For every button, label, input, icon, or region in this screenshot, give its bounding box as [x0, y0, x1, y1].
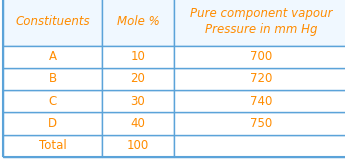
- Bar: [174, 0, 345, 46]
- Bar: [3, 112, 102, 135]
- Text: B: B: [49, 72, 57, 85]
- Bar: [174, 90, 345, 112]
- Bar: [3, 90, 102, 112]
- Text: 740: 740: [250, 95, 273, 108]
- Text: 10: 10: [130, 50, 146, 63]
- Text: D: D: [48, 117, 57, 130]
- Bar: [102, 46, 174, 68]
- Text: 40: 40: [130, 117, 146, 130]
- Bar: [174, 112, 345, 135]
- Text: 30: 30: [131, 95, 145, 108]
- Text: 720: 720: [250, 72, 273, 85]
- Text: 700: 700: [250, 50, 273, 63]
- Bar: [102, 112, 174, 135]
- Bar: [3, 46, 102, 68]
- Text: A: A: [49, 50, 57, 63]
- Text: 100: 100: [127, 139, 149, 152]
- Bar: [3, 135, 102, 157]
- Text: Constituents: Constituents: [15, 15, 90, 28]
- Text: Total: Total: [39, 139, 67, 152]
- Bar: [174, 68, 345, 90]
- Bar: [174, 135, 345, 157]
- Bar: [102, 90, 174, 112]
- Text: 750: 750: [250, 117, 273, 130]
- Text: 20: 20: [130, 72, 146, 85]
- Bar: [102, 68, 174, 90]
- Text: Mole %: Mole %: [117, 15, 159, 28]
- Bar: [3, 68, 102, 90]
- Text: Pure component vapour
Pressure in mm Hg: Pure component vapour Pressure in mm Hg: [190, 7, 333, 36]
- Bar: [102, 0, 174, 46]
- Bar: [174, 46, 345, 68]
- Bar: [3, 0, 102, 46]
- Text: C: C: [49, 95, 57, 108]
- Bar: [102, 135, 174, 157]
